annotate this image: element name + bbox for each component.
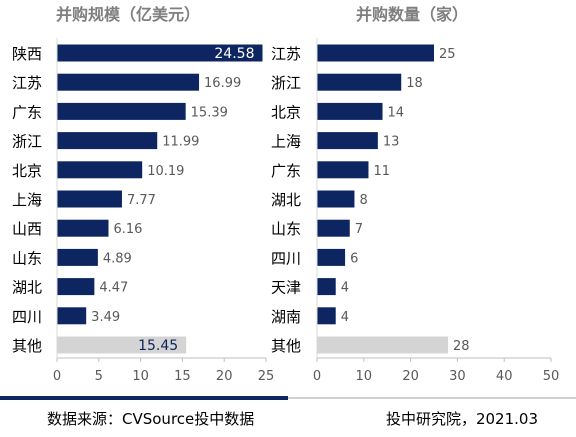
scale-bar xyxy=(57,248,98,266)
scale-x-tick-label: 15 xyxy=(174,369,191,384)
count-category-label: 四川 xyxy=(271,249,301,267)
scale-value-label: 7.77 xyxy=(127,193,156,208)
count-bar xyxy=(317,44,434,62)
count-x-tick-label: 20 xyxy=(402,369,419,384)
scale-value-label: 4.47 xyxy=(99,281,128,296)
count-x-tick-label: 40 xyxy=(496,369,513,384)
scale-value-label: 6.16 xyxy=(113,222,142,237)
scale-value-label: 11.99 xyxy=(162,135,199,150)
count-category-label: 广东 xyxy=(271,162,301,180)
scale-x-tick-label: 10 xyxy=(132,369,149,384)
footer-source: 数据来源：CVSource投中数据 xyxy=(47,410,254,428)
count-bar xyxy=(317,219,350,237)
count-value-label: 6 xyxy=(350,251,358,266)
scale-bar xyxy=(57,44,263,62)
scale-x-tick-label: 0 xyxy=(53,369,61,384)
count-value-label: 11 xyxy=(373,164,390,179)
scale-category-label: 江苏 xyxy=(12,74,42,92)
count-bar xyxy=(317,278,336,296)
count-value-label: 28 xyxy=(453,339,470,354)
count-x-tick-label: 50 xyxy=(543,369,560,384)
scale-value-label: 15.39 xyxy=(191,105,228,120)
scale-bar xyxy=(57,73,200,91)
scale-category-label: 广东 xyxy=(12,103,42,121)
count-category-label: 上海 xyxy=(271,133,301,151)
scale-x-tick-label: 5 xyxy=(95,369,103,384)
count-category-label: 天津 xyxy=(271,279,301,297)
count-bar xyxy=(317,336,449,354)
count-bar xyxy=(317,132,378,150)
chart-title-scale: 并购规模（亿美元） xyxy=(56,5,200,24)
footer-credit: 投中研究院，2021.03 xyxy=(386,410,538,428)
count-value-label: 4 xyxy=(341,310,349,325)
chart-title-count: 并购数量（家） xyxy=(356,5,468,24)
count-x-tick-label: 30 xyxy=(449,369,466,384)
count-category-label: 江苏 xyxy=(271,45,301,63)
count-bar xyxy=(317,248,346,266)
scale-bar-chart: 陕西 24.58 江苏 16.99 广东 15.39 浙江 11.99 北京 10.19 上海 7.7… xyxy=(12,38,274,384)
count-bar xyxy=(317,73,402,91)
scale-category-label: 湖北 xyxy=(12,279,42,297)
count-value-label: 18 xyxy=(406,76,423,91)
count-value-label: 14 xyxy=(388,105,405,120)
scale-bar xyxy=(57,307,87,325)
count-value-label: 25 xyxy=(439,47,456,62)
count-x-tick-label: 10 xyxy=(356,369,373,384)
count-value-label: 13 xyxy=(383,135,400,150)
scale-category-label: 四川 xyxy=(12,308,42,326)
scale-bar xyxy=(57,190,122,208)
count-value-label: 4 xyxy=(341,281,349,296)
scale-bar xyxy=(57,336,187,354)
count-category-label: 湖北 xyxy=(271,191,301,209)
count-value-label: 7 xyxy=(355,222,363,237)
scale-value-label: 15.45 xyxy=(138,338,178,354)
count-x-tick-label: 0 xyxy=(313,369,321,384)
count-bar xyxy=(317,190,355,208)
scale-x-tick-label: 25 xyxy=(258,369,275,384)
count-category-label: 湖南 xyxy=(271,308,301,326)
scale-category-label: 其他 xyxy=(12,337,42,355)
scale-category-label: 上海 xyxy=(12,191,42,209)
scale-category-label: 山东 xyxy=(12,249,42,267)
scale-x-tick-label: 20 xyxy=(216,369,233,384)
scale-category-label: 北京 xyxy=(12,162,42,180)
scale-category-label: 陕西 xyxy=(12,45,42,63)
scale-bar xyxy=(57,132,158,150)
scale-category-label: 山西 xyxy=(12,220,42,238)
count-category-label: 北京 xyxy=(271,103,301,121)
scale-bar xyxy=(57,102,186,120)
count-category-label: 浙江 xyxy=(271,74,301,92)
scale-bar xyxy=(57,278,95,296)
count-category-label: 山东 xyxy=(271,220,301,238)
count-value-label: 8 xyxy=(359,193,367,208)
count-bar xyxy=(317,307,336,325)
count-category-label: 其他 xyxy=(271,337,301,355)
scale-value-label: 10.19 xyxy=(147,164,184,179)
count-bar-chart: 江苏 25 浙江 18 北京 14 上海 13 广东 11 湖北 8 山东 7 四川 6 天津 4 湖南 4 其他 28 0… xyxy=(271,38,559,384)
count-bar xyxy=(317,161,369,179)
scale-value-label: 16.99 xyxy=(204,76,241,91)
scale-bar xyxy=(57,161,143,179)
count-bar xyxy=(317,102,383,120)
scale-category-label: 浙江 xyxy=(12,133,42,151)
scale-value-label: 3.49 xyxy=(91,310,120,325)
scale-value-label: 24.58 xyxy=(214,46,254,62)
scale-value-label: 4.89 xyxy=(103,251,132,266)
scale-bar xyxy=(57,219,109,237)
